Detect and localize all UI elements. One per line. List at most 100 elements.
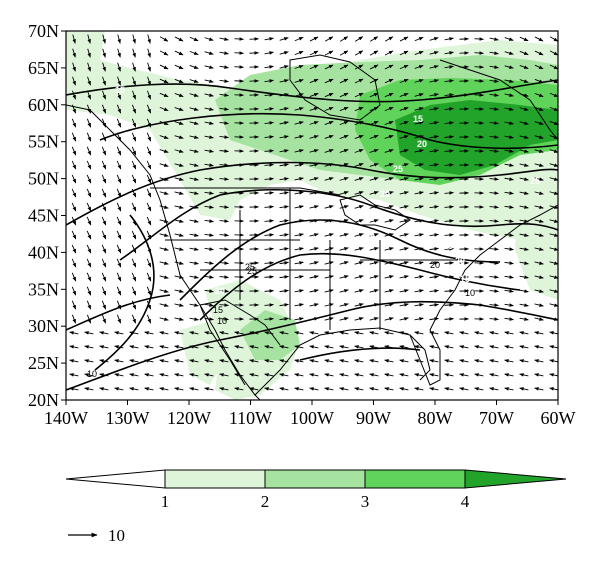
wind-arrow: [384, 36, 394, 42]
wind-arrow: [534, 233, 544, 237]
wind-arrow: [279, 303, 289, 307]
wind-arrow: [414, 303, 424, 307]
wind-arrow: [86, 230, 92, 240]
wind-arrow: [534, 177, 544, 181]
colorbar-segment: [164, 469, 266, 489]
wind-arrow: [71, 230, 77, 240]
wind-arrow: [369, 233, 379, 237]
wind-arrow: [549, 303, 558, 307]
wind-arrow: [459, 373, 469, 377]
wind-arrow: [354, 92, 364, 98]
wind-arrow: [444, 261, 454, 265]
wind-arrow: [369, 387, 379, 391]
wind-arrow: [414, 233, 424, 237]
wind-arrow: [116, 132, 122, 142]
wind-arrow: [71, 244, 77, 254]
wind-arrow: [86, 272, 92, 282]
wind-arrow: [294, 163, 304, 167]
wind-arrow: [489, 93, 499, 97]
wind-arrow: [264, 79, 274, 83]
wind-arrow: [429, 359, 439, 363]
wind-arrow: [384, 177, 394, 181]
wind-arrow: [219, 219, 229, 223]
wind-arrow: [101, 188, 107, 198]
state-lines: [165, 188, 460, 330]
wind-arrow: [159, 345, 169, 349]
wind-arrow: [519, 135, 529, 139]
wind-arrow: [489, 37, 499, 41]
colorbar-tick-label: 3: [361, 492, 370, 511]
wind-arrow: [504, 93, 514, 97]
lon-tick-label: 130W: [106, 408, 150, 428]
wind-arrow: [309, 163, 319, 167]
wind-arrow: [84, 331, 94, 335]
lon-tick-label: 90W: [356, 408, 391, 428]
lat-tick-label: 70N: [28, 21, 59, 41]
contour-label: 25: [530, 176, 540, 186]
wind-arrow: [339, 275, 349, 279]
wind-arrow: [294, 345, 304, 349]
wind-arrow: [429, 219, 439, 223]
wind-arrow: [147, 90, 151, 100]
wind-arrow: [459, 37, 469, 41]
wind-arrow: [294, 135, 304, 139]
wind-arrow: [249, 51, 259, 55]
wind-arrow: [101, 104, 107, 114]
wind-arrow: [339, 78, 349, 84]
wind-arrow: [429, 51, 439, 55]
wind-arrow: [189, 303, 199, 307]
wind-arrow: [489, 191, 499, 195]
wind-arrow: [204, 387, 214, 391]
wind-arrow: [414, 93, 424, 97]
wind-vectors: [69, 34, 558, 391]
wind-arrow: [399, 303, 409, 307]
contour-label: 20: [215, 286, 225, 296]
wind-arrow: [489, 79, 499, 83]
wind-arrow: [86, 300, 92, 310]
wind-arrow: [279, 135, 289, 139]
wind-arrow: [69, 387, 79, 391]
wind-arrow: [504, 275, 514, 279]
wind-arrow: [71, 146, 77, 156]
shading-layer-4: [395, 100, 558, 175]
wind-arrow: [444, 359, 454, 363]
wind-arrow: [99, 345, 109, 349]
wind-arrow: [504, 317, 514, 321]
wind-arrow: [504, 51, 514, 55]
wind-arrow: [249, 373, 259, 377]
wind-arrow: [534, 261, 544, 265]
wind-arrow: [249, 359, 259, 363]
wind-arrow: [146, 300, 152, 310]
wind-arrow: [354, 317, 364, 321]
contour-label: 20: [455, 256, 465, 266]
wind-arrow: [369, 359, 379, 363]
wind-arrow: [101, 300, 107, 310]
wind-arrow: [549, 106, 558, 112]
wind-arrow: [549, 121, 558, 125]
wind-arrow: [354, 36, 364, 42]
wind-arrow: [399, 261, 409, 265]
wind-arrow: [384, 289, 394, 293]
wind-arrow: [219, 233, 229, 237]
wind-arrow: [489, 121, 499, 125]
wind-arrow: [174, 261, 184, 265]
wind-arrow: [549, 289, 558, 293]
wind-arrow: [534, 64, 544, 70]
wind-arrow: [174, 233, 184, 237]
wind-arrow: [189, 79, 199, 83]
wind-arrow: [189, 50, 199, 56]
wind-arrow: [309, 50, 319, 56]
wind-arrow: [339, 289, 349, 293]
wind-arrow: [354, 247, 364, 251]
wind-arrow: [116, 146, 122, 156]
wind-arrow: [534, 219, 544, 223]
wind-arrow: [309, 219, 319, 223]
wind-arrow: [146, 202, 152, 212]
wind-arrow: [369, 36, 379, 42]
wind-arrow: [549, 387, 558, 391]
wind-arrow: [101, 202, 107, 212]
wind-arrow: [474, 65, 484, 69]
wind-arrow: [144, 373, 154, 377]
wind-arrow: [399, 247, 409, 251]
wind-arrow: [444, 387, 454, 391]
